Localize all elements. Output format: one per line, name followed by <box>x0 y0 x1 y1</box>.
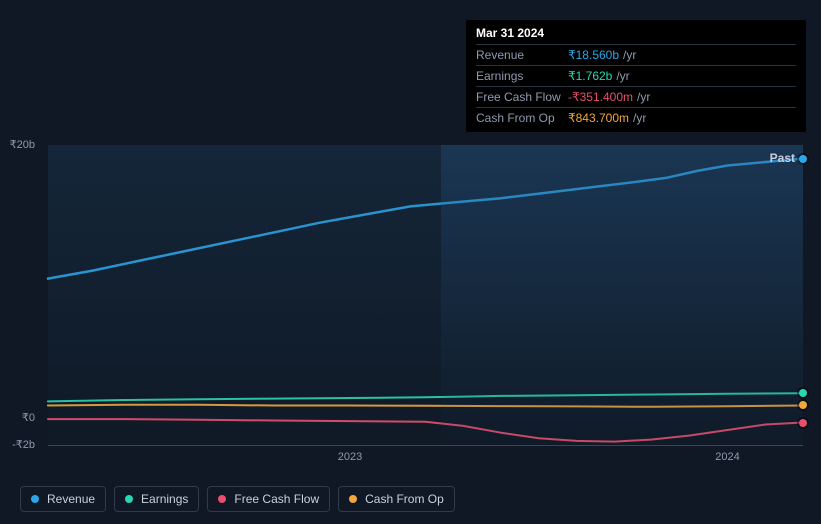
end-dot <box>799 155 807 163</box>
tooltip-label: Earnings <box>476 69 568 83</box>
x-axis-line <box>48 445 803 446</box>
y-tick-label: ₹0 <box>0 411 35 424</box>
shade-future <box>441 145 803 445</box>
y-tick-label: ₹20b <box>0 138 35 151</box>
tooltip-row: Revenue₹18.560b/yr <box>476 44 796 65</box>
tooltip-value: -₹351.400m/yr <box>568 90 650 104</box>
legend-item-free-cash-flow[interactable]: Free Cash Flow <box>207 486 330 512</box>
legend-item-earnings[interactable]: Earnings <box>114 486 199 512</box>
end-dot <box>799 389 807 397</box>
legend-label: Cash From Op <box>365 492 444 506</box>
end-dot <box>799 401 807 409</box>
chart-container: ₹20b₹0-₹2b Past 20232024 <box>20 125 803 480</box>
legend-dot-icon <box>31 495 39 503</box>
end-dot <box>799 419 807 427</box>
tooltip-label: Revenue <box>476 48 568 62</box>
legend: Revenue Earnings Free Cash Flow Cash From O… <box>20 486 455 512</box>
tooltip-unit: /yr <box>633 111 646 125</box>
tooltip-unit: /yr <box>623 48 636 62</box>
legend-label: Revenue <box>47 492 95 506</box>
legend-dot-icon <box>349 495 357 503</box>
past-label: Past <box>770 151 795 165</box>
shade-past <box>48 145 441 445</box>
tooltip-value: ₹1.762b/yr <box>568 69 630 83</box>
tooltip-unit: /yr <box>616 69 629 83</box>
legend-dot-icon <box>125 495 133 503</box>
tooltip-row: Earnings₹1.762b/yr <box>476 65 796 86</box>
tooltip-card: Mar 31 2024 Revenue₹18.560b/yrEarnings₹1… <box>466 20 806 132</box>
tooltip-row: Free Cash Flow-₹351.400m/yr <box>476 86 796 107</box>
legend-label: Earnings <box>141 492 188 506</box>
tooltip-value: ₹843.700m/yr <box>568 111 646 125</box>
tooltip-label: Free Cash Flow <box>476 90 568 104</box>
tooltip-unit: /yr <box>637 90 650 104</box>
y-tick-label: -₹2b <box>0 438 35 451</box>
tooltip-value: ₹18.560b/yr <box>568 48 636 62</box>
legend-dot-icon <box>218 495 226 503</box>
x-tick-label: 2023 <box>338 451 362 463</box>
tooltip-label: Cash From Op <box>476 111 568 125</box>
tooltip-date: Mar 31 2024 <box>476 26 796 44</box>
legend-label: Free Cash Flow <box>234 492 319 506</box>
legend-item-cash-from-op[interactable]: Cash From Op <box>338 486 455 512</box>
plot-area: Past <box>48 145 803 445</box>
x-tick-label: 2024 <box>715 451 739 463</box>
legend-item-revenue[interactable]: Revenue <box>20 486 106 512</box>
